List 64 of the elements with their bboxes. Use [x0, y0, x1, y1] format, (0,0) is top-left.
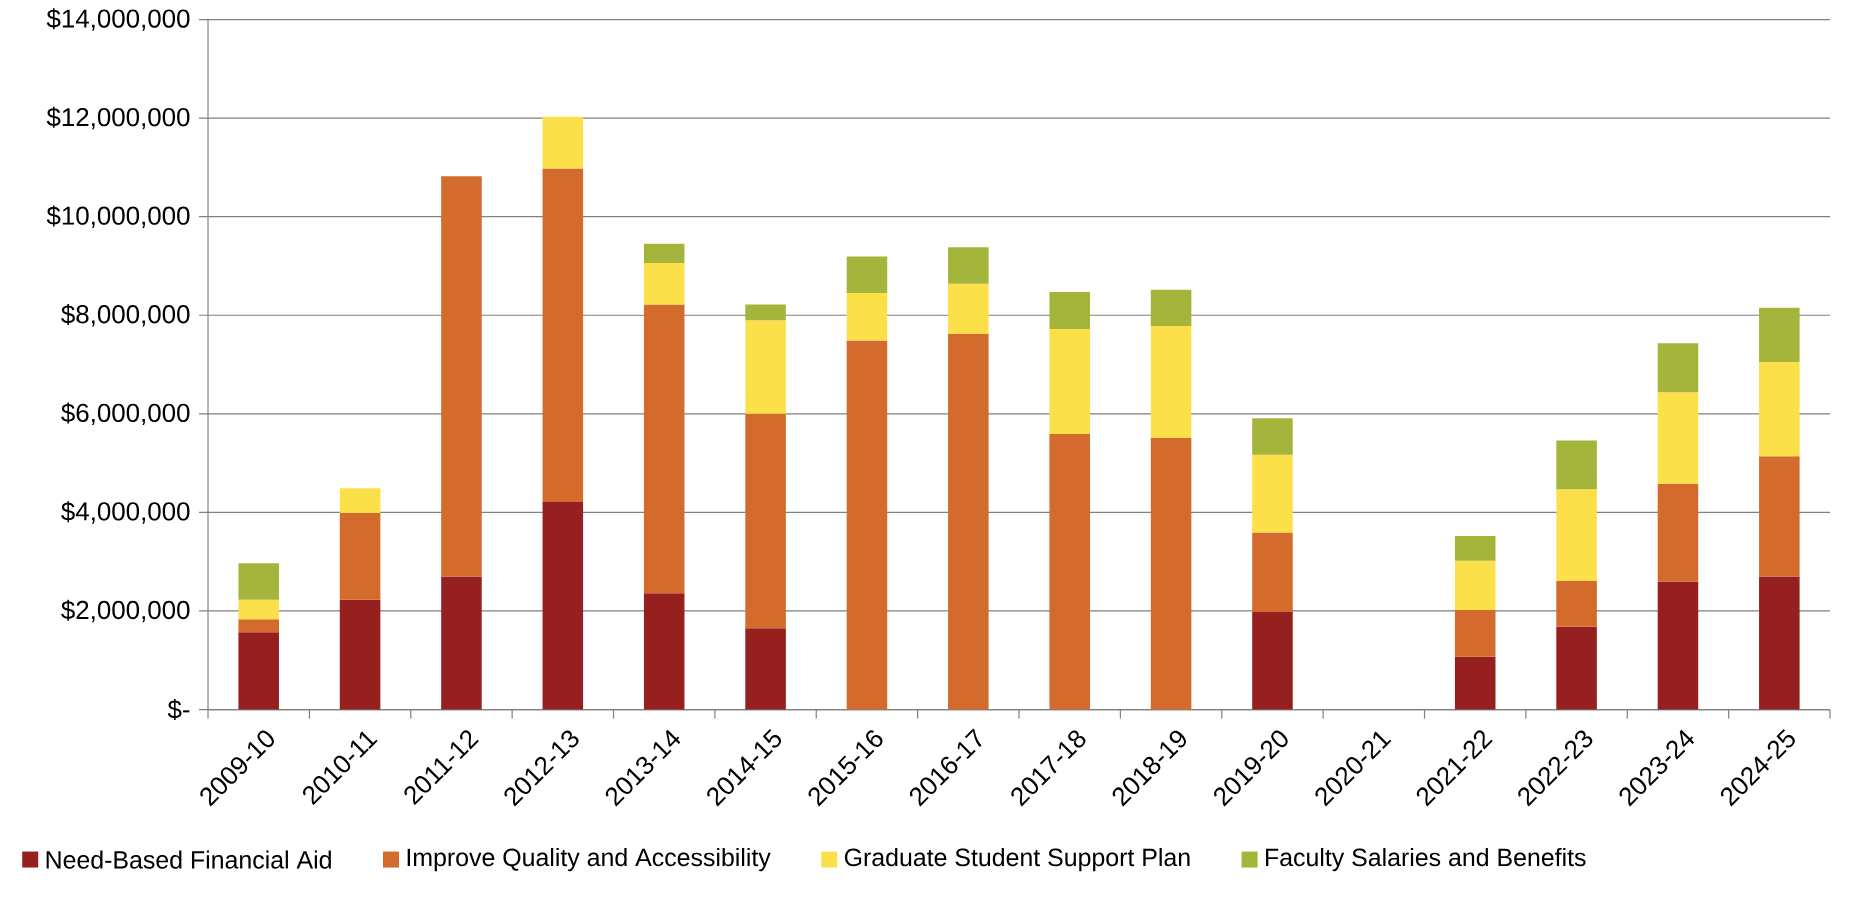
- bar: [745, 320, 786, 415]
- bar: [1252, 532, 1293, 613]
- bar: [1556, 489, 1597, 582]
- bar: [1556, 440, 1597, 490]
- y-tick-label: $4,000,000: [61, 501, 190, 524]
- bar: [745, 414, 786, 629]
- bar: [339, 599, 381, 710]
- bar: [1454, 560, 1496, 611]
- bar: [1454, 657, 1496, 710]
- y-tick-label: $6,000,000: [61, 402, 190, 426]
- legend-label: Improve Quality and Accessibility: [407, 848, 771, 872]
- bar: [542, 116, 584, 169]
- bar: [1252, 454, 1293, 533]
- bar: [1049, 434, 1090, 710]
- bar: [643, 263, 685, 305]
- legend-label: Graduate Student Support Plan: [844, 848, 1190, 872]
- bar: [948, 283, 989, 335]
- y-tick-label: $12,000,000: [46, 107, 190, 130]
- bar: [1657, 581, 1699, 710]
- bar: [846, 340, 888, 710]
- bar: [745, 628, 786, 710]
- bar: [1252, 418, 1293, 455]
- bar: [643, 593, 685, 710]
- bar: [745, 304, 786, 321]
- legend-label: Need-Based Financial Aid: [46, 850, 331, 869]
- bar: [339, 513, 381, 600]
- bar: [1759, 456, 1800, 577]
- bar: [1049, 329, 1090, 435]
- bar: [1150, 326, 1192, 439]
- bar: [542, 168, 584, 503]
- bar: [1150, 289, 1192, 327]
- bar: [1252, 612, 1293, 710]
- bar: [1657, 484, 1699, 582]
- bar: [1454, 610, 1496, 658]
- bar: [1759, 308, 1800, 363]
- bar: [1454, 536, 1496, 561]
- bar: [1150, 438, 1192, 710]
- y-tick-label: $2,000,000: [61, 599, 190, 623]
- bar: [1556, 626, 1597, 710]
- legend-label: Faculty Salaries and Benefits: [1266, 848, 1586, 872]
- bar: [441, 176, 482, 577]
- bar: [948, 247, 989, 284]
- y-tick-label: $8,000,000: [61, 304, 190, 327]
- bar: [643, 304, 685, 594]
- y-tick-label: $14,000,000: [46, 8, 190, 31]
- bar: [643, 244, 685, 264]
- bar: [238, 563, 279, 600]
- bar: [846, 256, 888, 294]
- bar: [339, 488, 381, 514]
- bar: [1049, 292, 1090, 330]
- bar: [1657, 392, 1699, 485]
- y-tick-label: $10,000,000: [46, 205, 190, 229]
- bar: [1759, 576, 1800, 710]
- bar: [1657, 343, 1699, 393]
- bar: [846, 293, 888, 341]
- bar: [1759, 362, 1800, 457]
- bar: [542, 502, 584, 710]
- bar: [238, 599, 279, 620]
- bar: [441, 576, 482, 710]
- bar: [948, 334, 989, 710]
- y-tick-label: $-: [167, 699, 190, 721]
- bar: [238, 619, 279, 633]
- bar: [238, 632, 279, 710]
- bar: [1556, 581, 1597, 627]
